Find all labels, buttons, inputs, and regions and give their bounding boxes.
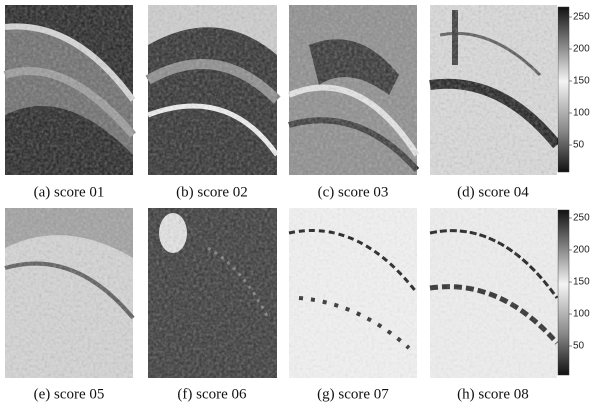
figure: (a) score 01 (b) score 02 (c) score 03 (d) … [0, 0, 594, 407]
colorbar-tick-label: 150 [573, 277, 590, 288]
image-panel [148, 5, 277, 175]
colorbar-tick-label: 100 [573, 309, 590, 320]
colorbar-tick-label: 200 [573, 245, 590, 256]
caption: (e) score 05 [34, 386, 105, 402]
image-panel [289, 5, 417, 175]
image-panel [5, 5, 133, 175]
colorbar-tick-label: 200 [573, 44, 590, 55]
caption: (a) score 01 [34, 184, 105, 200]
caption: (b) score 02 [176, 184, 248, 200]
colorbar-tick-label: 100 [573, 108, 590, 119]
colorbar [558, 7, 569, 172]
caption: (d) score 04 [457, 184, 529, 200]
image-panel [430, 208, 557, 378]
colorbar-tick-label: 50 [573, 341, 585, 352]
image-panel [148, 208, 277, 378]
image-panel [289, 208, 417, 378]
image-panel [430, 5, 557, 175]
caption: (f) score 06 [177, 386, 247, 402]
caption: (h) score 08 [457, 386, 529, 402]
caption: (c) score 03 [318, 184, 389, 200]
colorbar-tick-label: 150 [573, 76, 590, 87]
colorbar-tick-label: 250 [573, 12, 590, 23]
colorbar [558, 210, 569, 375]
caption: (g) score 07 [317, 386, 389, 402]
colorbar-tick-label: 250 [573, 213, 590, 224]
image-panel [5, 208, 133, 378]
colorbar-tick-label: 50 [573, 140, 585, 151]
